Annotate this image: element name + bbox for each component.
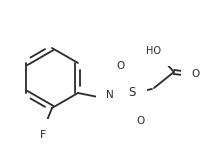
Text: F: F bbox=[40, 130, 46, 140]
Text: N: N bbox=[106, 90, 114, 100]
Text: O: O bbox=[137, 116, 145, 126]
Text: HO: HO bbox=[147, 46, 161, 56]
Text: S: S bbox=[128, 87, 136, 100]
Text: H: H bbox=[107, 98, 113, 108]
Text: O: O bbox=[192, 69, 200, 79]
Text: O: O bbox=[117, 61, 125, 71]
